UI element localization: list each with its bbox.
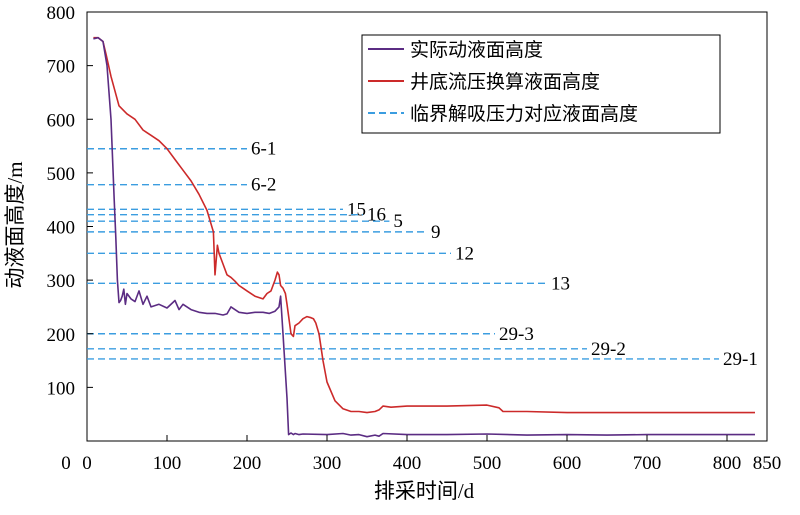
y-tick-label: 800 [47, 3, 76, 24]
y-tick-label: 100 [47, 378, 76, 399]
legend-label-actual: 实际动液面高度 [410, 39, 543, 61]
x-tick-label: 100 [153, 453, 182, 474]
legend-box [361, 34, 721, 134]
origin-tick-label: 0 [61, 453, 71, 474]
critical-line-label-15: 15 [347, 199, 366, 220]
critical-line-label-9: 9 [431, 222, 441, 243]
y-tick-label: 300 [47, 271, 76, 292]
x-tick-label: 850 [753, 453, 782, 474]
legend: 实际动液面高度 井底流压换算液面高度 临界解吸压力对应液面高度 [361, 34, 721, 134]
x-tick-label: 400 [393, 453, 422, 474]
y-tick-label: 500 [47, 164, 76, 185]
series-actual-fluid-level-line [93, 36, 755, 438]
critical-line-label-29-3: 29-3 [499, 324, 534, 345]
y-axis-title: 动液面高度/m [3, 161, 27, 288]
legend-label-bottomhole: 井底流压换算液面高度 [410, 71, 600, 93]
x-tick-label: 0 [82, 453, 92, 474]
critical-line-label-12: 12 [455, 243, 474, 264]
x-tick-label: 600 [553, 453, 582, 474]
legend-label-critical: 临界解吸压力对应液面高度 [410, 103, 638, 125]
x-tick-label: 300 [313, 453, 342, 474]
critical-line-label-29-1: 29-1 [723, 349, 758, 370]
critical-line-label-6-1: 6-1 [251, 139, 276, 160]
critical-line-label-29-2: 29-2 [591, 339, 626, 360]
series-bottomhole-pressure-line [93, 36, 755, 414]
critical-line-label-5: 5 [393, 211, 403, 232]
critical-line-label-13: 13 [551, 273, 570, 294]
x-tick-label: 800 [713, 453, 742, 474]
x-tick-label: 700 [633, 453, 662, 474]
reference-lines: 6-1 6-2 15 16 5 9 12 13 29-3 29-2 29-1 [87, 139, 758, 370]
y-tick-label: 200 [47, 325, 76, 346]
x-axis-title: 排采时间/d [374, 479, 475, 503]
x-tick-label: 200 [233, 453, 262, 474]
x-tick-label: 500 [473, 453, 502, 474]
critical-line-label-16: 16 [367, 205, 386, 226]
y-tick-label: 700 [47, 57, 76, 78]
y-tick-label: 600 [47, 110, 76, 131]
y-tick-label: 400 [47, 218, 76, 239]
axes: 0 100 200 300 400 500 600 700 800 850 100 200 300 400… [47, 3, 782, 474]
series-lines [93, 36, 755, 438]
critical-line-label-6-2: 6-2 [251, 175, 276, 196]
